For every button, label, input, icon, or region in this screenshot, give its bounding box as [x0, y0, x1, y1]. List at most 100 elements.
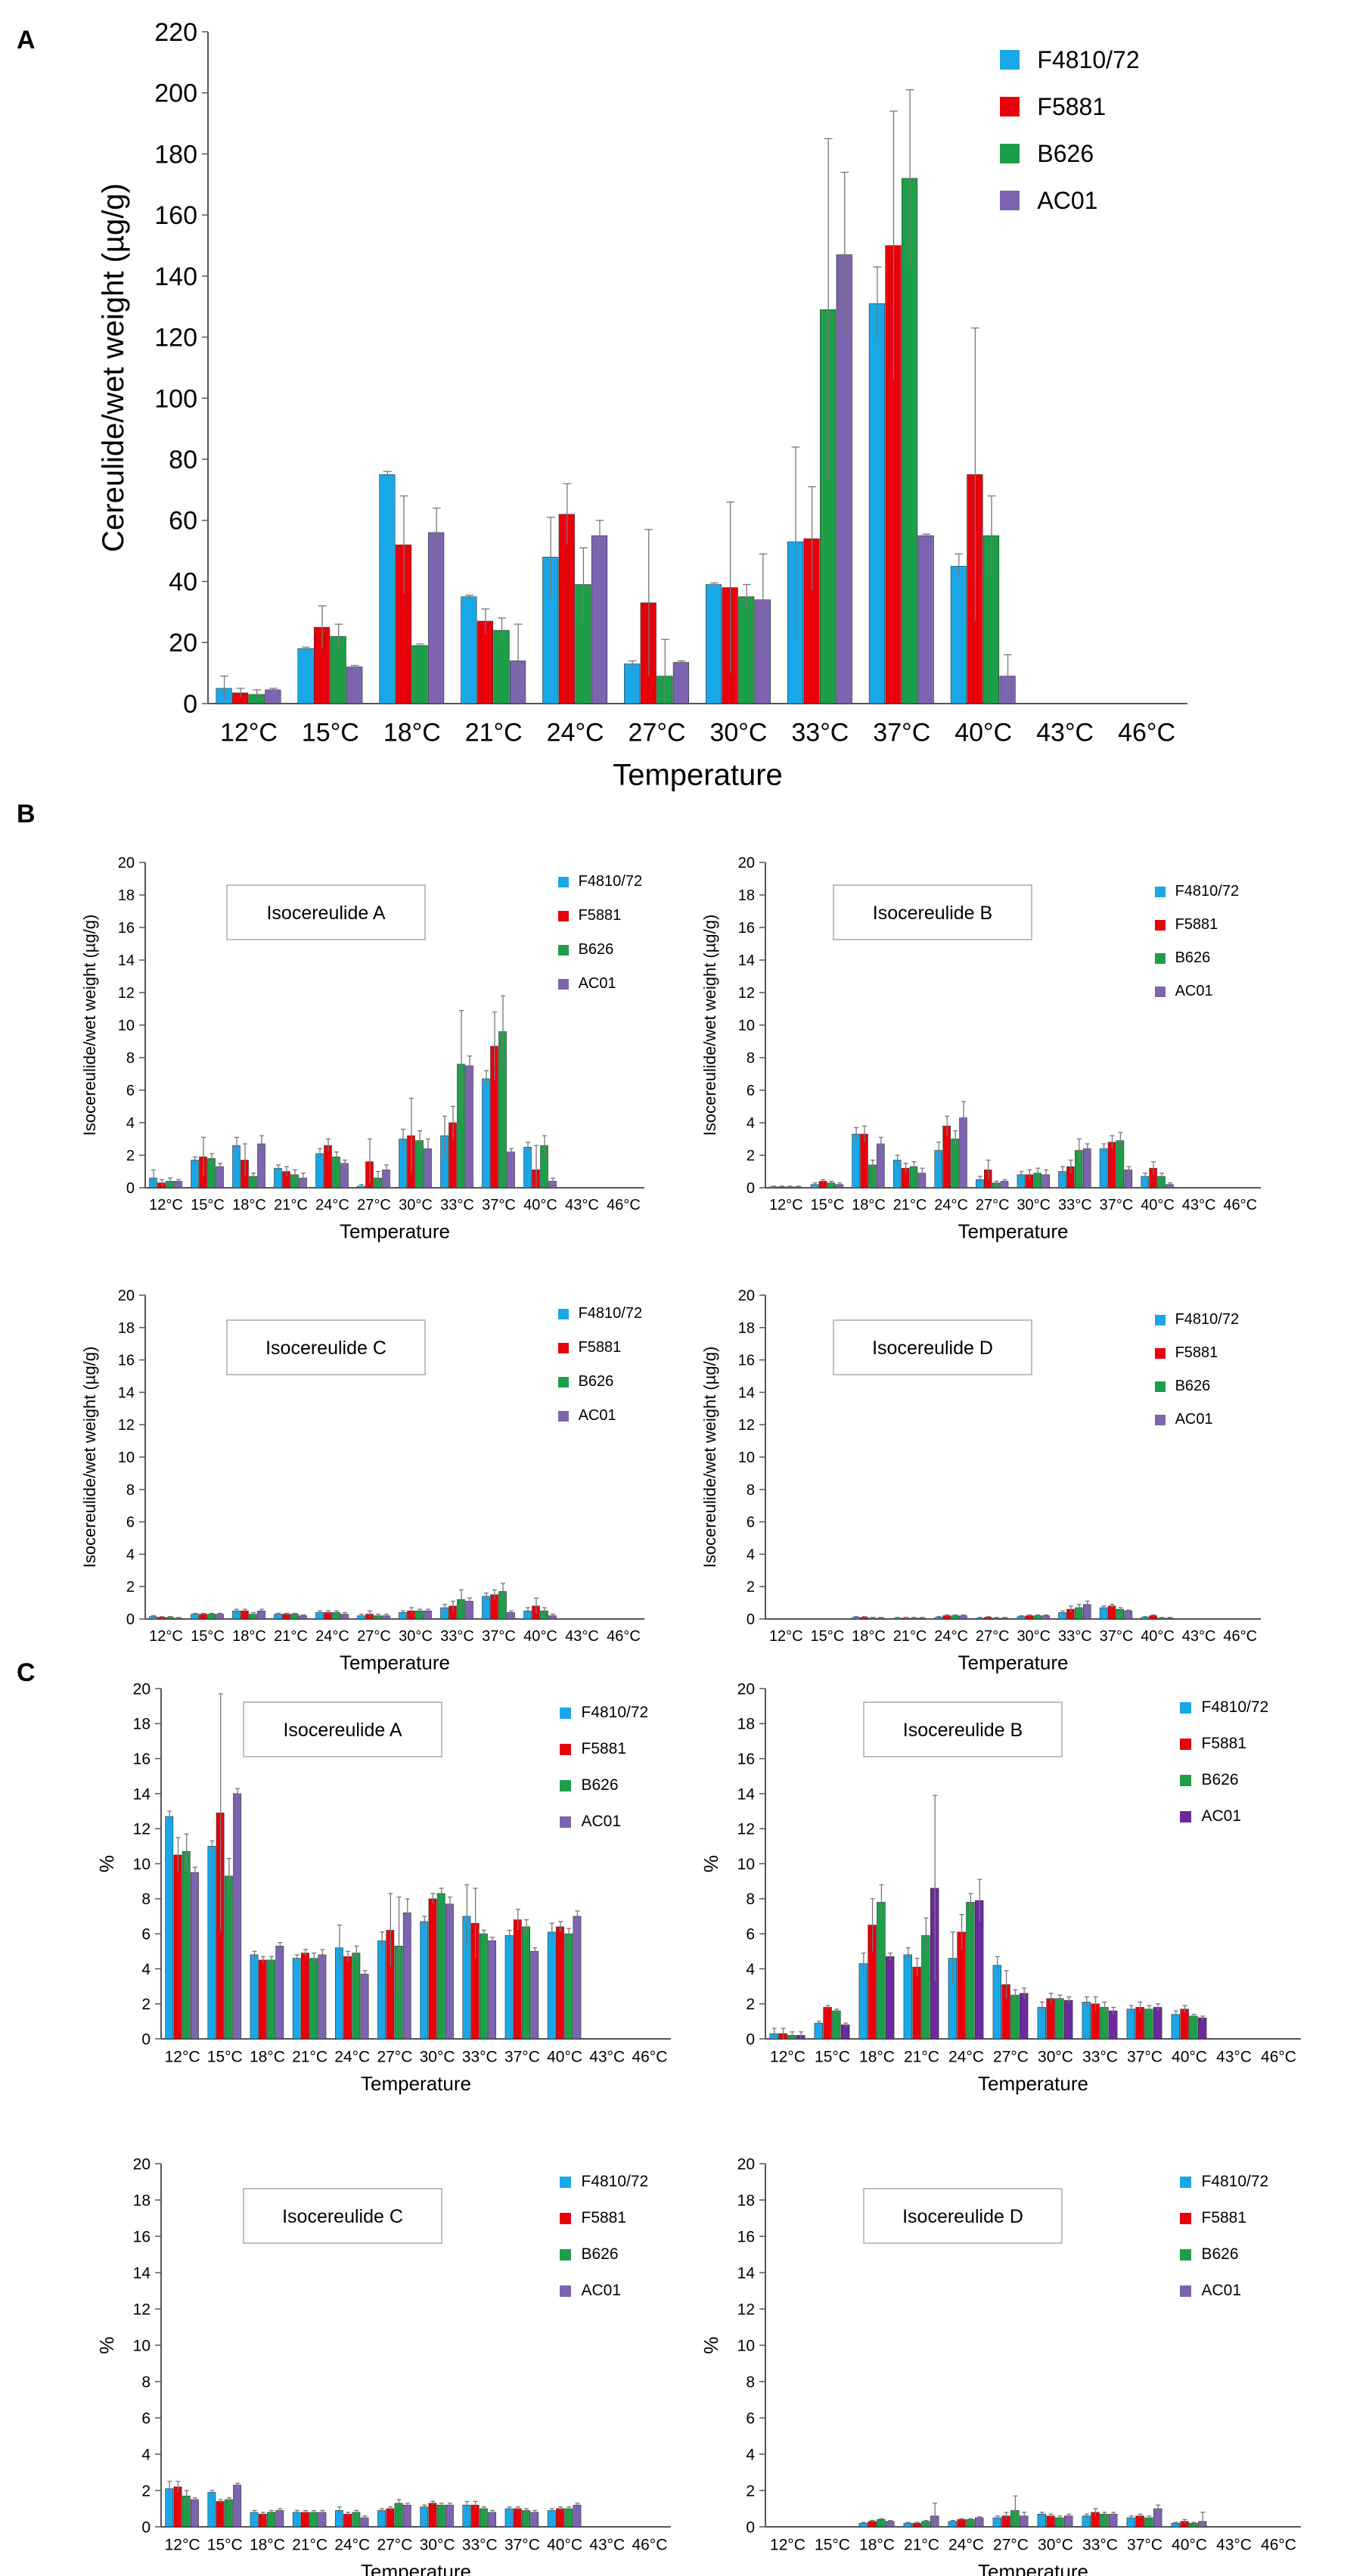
x-tick-label: 21°C [904, 2536, 939, 2553]
x-tick-label: 43°C [1216, 2048, 1252, 2065]
x-tick-label: 15°C [207, 2048, 243, 2065]
bar [445, 1903, 454, 2040]
legend-swatch [560, 2213, 571, 2224]
x-tick-label: 37°C [1127, 2048, 1162, 2065]
y-tick-label: 6 [141, 2410, 151, 2427]
legend-swatch [1000, 97, 1020, 117]
bar [445, 2504, 454, 2528]
legend-swatch [1155, 1415, 1166, 1425]
bar [297, 648, 314, 704]
y-tick-label: 14 [738, 1384, 755, 1401]
x-tick-label: 12°C [165, 2048, 200, 2065]
x-tick-label: 18°C [250, 2536, 285, 2553]
x-tick-label: 18°C [859, 2048, 895, 2065]
x-tick-label: 40°C [1172, 2048, 1207, 2065]
bar [428, 2503, 437, 2528]
y-tick-label: 4 [126, 1546, 135, 1563]
bar [564, 1933, 573, 2040]
legend-swatch [558, 877, 569, 887]
legend-label: F4810/72 [579, 1305, 643, 1322]
y-tick-label: 160 [154, 201, 197, 230]
chart-title-box [833, 1319, 1032, 1375]
legend-swatch [1155, 953, 1166, 964]
bar [1082, 1148, 1091, 1189]
bar [436, 2504, 445, 2528]
y-tick-label: 20 [169, 629, 197, 657]
y-axis-label: Isocereulide/wet weight (µg/g) [80, 915, 99, 1136]
y-tick-label: 14 [118, 952, 135, 969]
legend-label: AC01 [582, 2282, 622, 2299]
x-tick-label: 27°C [993, 2536, 1029, 2553]
legend-swatch [1155, 1315, 1166, 1325]
bar [292, 2512, 301, 2528]
y-tick-label: 2 [126, 1148, 135, 1164]
bar [957, 2519, 966, 2528]
legend-swatch [1180, 1702, 1191, 1714]
y-tick-label: 0 [126, 1611, 135, 1628]
x-tick-label: 33°C [440, 1197, 474, 1213]
y-tick-label: 20 [133, 2155, 151, 2173]
legend-label: F5881 [1202, 2209, 1247, 2226]
bar [379, 474, 396, 704]
y-tick-label: 20 [737, 1680, 755, 1698]
y-tick-label: 10 [738, 1018, 755, 1034]
legend-label: B626 [1202, 1771, 1239, 1788]
legend-label: F4810/72 [1037, 46, 1139, 73]
y-tick-label: 8 [747, 1050, 755, 1067]
x-tick-label: 21°C [893, 1628, 927, 1645]
bar [1153, 2007, 1162, 2040]
legend-swatch [558, 1343, 569, 1353]
bar [556, 2508, 564, 2528]
y-tick-label: 14 [133, 1785, 151, 1803]
x-tick-label: 40°C [547, 2048, 582, 2065]
x-tick-label: 18°C [852, 1628, 886, 1645]
y-tick-label: 0 [747, 1611, 755, 1628]
legend-swatch [1180, 2285, 1191, 2297]
bar [301, 1953, 309, 2040]
bar [912, 1966, 921, 2040]
bar [250, 2512, 259, 2528]
legend-swatch [560, 2177, 571, 2188]
y-tick-label: 200 [154, 79, 197, 108]
chart-c1: 0 2 4 6 8 10 12 14 16 18 20 12°C 15°C 18°C 21°C 24°C 27°… [95, 1680, 671, 2095]
bar [522, 2510, 530, 2528]
bar [216, 2501, 225, 2528]
legend-swatch [558, 979, 569, 990]
x-tick-label: 12°C [770, 2048, 806, 2065]
bar [705, 584, 722, 704]
bar [476, 620, 494, 704]
x-tick-label: 15°C [811, 1197, 845, 1213]
chart-title: Isocereulide A [266, 903, 385, 924]
chart-title-box [833, 884, 1032, 940]
x-tick-label: 30°C [1038, 2536, 1073, 2553]
legend-swatch [558, 911, 569, 921]
y-axis-label: Isocereulide/wet weight (µg/g) [80, 1347, 99, 1568]
legend-swatch [1155, 987, 1166, 997]
legend-label: F5881 [582, 1740, 627, 1757]
legend-label: F5881 [1175, 916, 1218, 933]
x-axis-label: Temperature [613, 758, 783, 791]
x-tick-label: 33°C [1058, 1197, 1092, 1213]
x-tick-label: 15°C [811, 1628, 845, 1645]
chart-title: Isocereulide C [265, 1338, 386, 1359]
legend-swatch [1155, 887, 1166, 897]
bar [488, 2512, 497, 2528]
legend-label: B626 [582, 1776, 619, 1794]
y-tick-label: 16 [118, 1353, 135, 1369]
legend-label: AC01 [579, 1407, 616, 1424]
bar [523, 1146, 532, 1189]
y-tick-label: 18 [737, 2192, 755, 2209]
bar [1124, 1611, 1133, 1620]
bar [823, 2007, 832, 2040]
legend-swatch [558, 1411, 569, 1422]
y-tick-label: 8 [126, 1482, 135, 1499]
bar [975, 2517, 984, 2528]
x-tick-label: 12°C [149, 1628, 183, 1645]
y-tick-label: 18 [118, 1320, 135, 1337]
x-tick-label: 43°C [1182, 1197, 1216, 1213]
bar [564, 2508, 573, 2528]
y-tick-label: 8 [746, 2373, 755, 2391]
y-tick-label: 16 [737, 1751, 755, 1768]
y-tick-label: 6 [141, 1925, 151, 1943]
chart-c4: 0 2 4 6 8 10 12 14 16 18 20 12°C 15°C 18°C 21°C 24°C 27°… [700, 2155, 1301, 2576]
